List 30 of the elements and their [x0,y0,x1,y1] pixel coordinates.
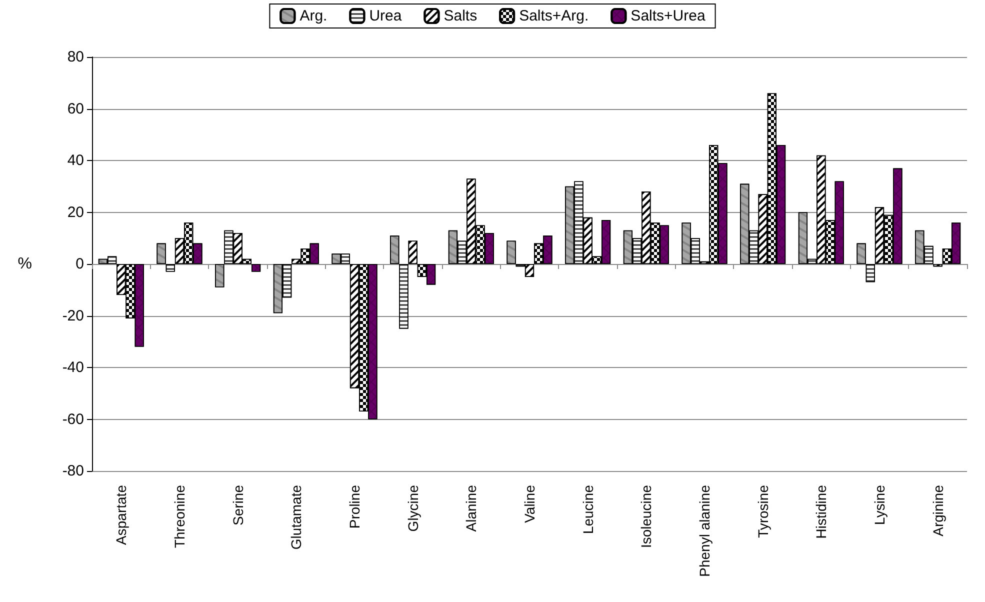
x-tick-label: Aspartate [113,484,130,545]
x-tick-label: Arginine [930,484,946,536]
y-tick-label: -80 [62,462,84,480]
x-tick-label: Phenyl alanine [696,484,712,577]
y-tick-label: -20 [62,307,84,324]
x-tick-label: Histidine [813,484,830,539]
x-tick-label: Valine [522,484,538,523]
legend-label: Salts+Urea [630,8,706,24]
y-tick-label: 80 [67,48,84,66]
x-tick-label: Alanine [463,484,480,532]
legend-label: Salts [444,8,478,24]
x-tick-label: Lysine [872,484,888,525]
y-tick-label: -40 [62,359,84,376]
y-tick-label: 20 [67,204,84,221]
x-tick-label: Glutamate [288,484,304,550]
legend-label: Arg. [300,8,328,24]
y-tick-label: -60 [62,410,84,428]
x-tick-label: Isoleucine [638,484,654,548]
legend-label: Salts+Arg. [519,8,589,24]
y-tick-label: 0 [76,256,84,272]
y-tick-label: 60 [67,100,84,118]
legend-label: Urea [369,8,402,24]
x-tick-label: Proline [346,484,362,529]
x-tick-label: Threonine [172,484,188,548]
x-tick-label: Glycine [404,484,421,532]
x-tick-label: Leucine [580,484,596,534]
x-tick-label: Tyrosine [754,484,771,538]
y-axis-title: % [18,256,32,272]
y-tick-label: 40 [67,152,84,169]
x-tick-label: Serine [230,484,246,526]
